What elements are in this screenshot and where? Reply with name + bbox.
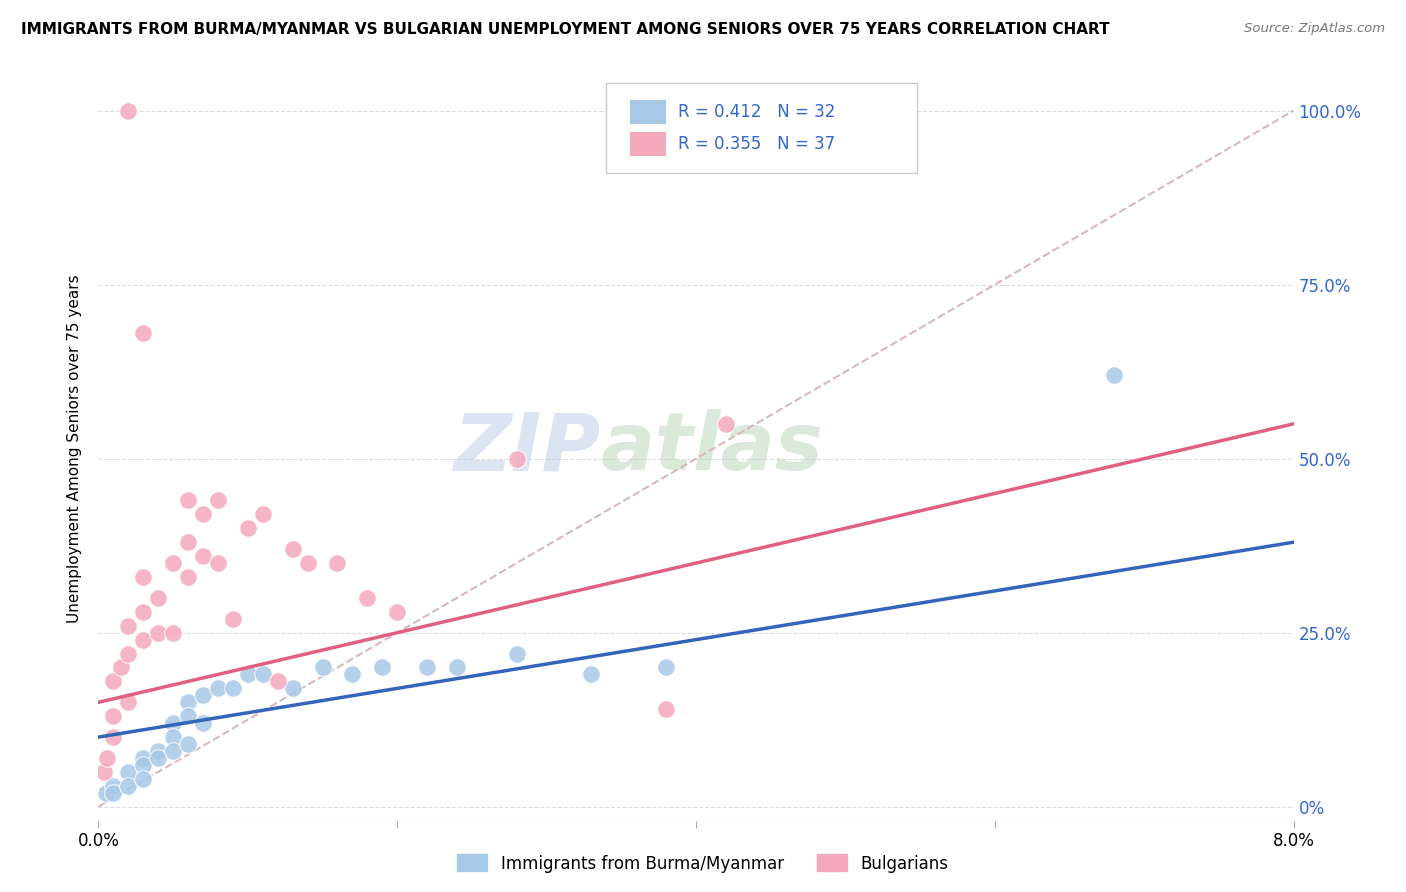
Point: [506, 647, 529, 661]
Text: R = 0.355   N = 37: R = 0.355 N = 37: [678, 136, 835, 153]
Point: [117, 618, 139, 632]
Point: [110, 660, 132, 674]
Point: [162, 744, 184, 758]
Point: [191, 716, 214, 731]
FancyBboxPatch shape: [606, 83, 917, 173]
Point: [236, 667, 259, 681]
Point: [281, 542, 304, 557]
Point: [1104, 368, 1126, 383]
Point: [385, 605, 409, 619]
Point: [581, 667, 603, 681]
Point: [177, 570, 200, 584]
Point: [148, 591, 170, 605]
Point: [103, 779, 125, 793]
Point: [236, 521, 259, 535]
Point: [207, 556, 229, 570]
Point: [714, 417, 737, 431]
Point: [117, 103, 139, 118]
Point: [191, 549, 214, 563]
Y-axis label: Unemployment Among Seniors over 75 years: Unemployment Among Seniors over 75 years: [67, 274, 83, 623]
Point: [162, 730, 184, 744]
Point: [297, 556, 319, 570]
Point: [177, 709, 200, 723]
Legend: Immigrants from Burma/Myanmar, Bulgarians: Immigrants from Burma/Myanmar, Bulgarian…: [451, 847, 955, 880]
Point: [326, 556, 349, 570]
Point: [148, 625, 170, 640]
Point: [162, 625, 184, 640]
Point: [177, 737, 200, 751]
Point: [117, 764, 139, 779]
Point: [506, 451, 529, 466]
Point: [117, 779, 139, 793]
Point: [94, 786, 117, 800]
Point: [191, 508, 214, 522]
Text: ZIP: ZIP: [453, 409, 600, 487]
Point: [117, 647, 139, 661]
Point: [267, 674, 290, 689]
Point: [103, 730, 125, 744]
Point: [177, 535, 200, 549]
Point: [93, 764, 115, 779]
Text: Source: ZipAtlas.com: Source: ZipAtlas.com: [1244, 22, 1385, 36]
Point: [311, 660, 333, 674]
Point: [356, 591, 378, 605]
Point: [132, 632, 155, 647]
Point: [132, 772, 155, 786]
Point: [162, 716, 184, 731]
FancyBboxPatch shape: [630, 132, 666, 156]
Point: [177, 695, 200, 709]
Text: R = 0.412   N = 32: R = 0.412 N = 32: [678, 103, 835, 120]
Point: [655, 702, 678, 716]
Point: [103, 674, 125, 689]
Point: [222, 612, 245, 626]
Point: [416, 660, 439, 674]
Point: [132, 570, 155, 584]
Text: IMMIGRANTS FROM BURMA/MYANMAR VS BULGARIAN UNEMPLOYMENT AMONG SENIORS OVER 75 YE: IMMIGRANTS FROM BURMA/MYANMAR VS BULGARI…: [21, 22, 1109, 37]
Point: [177, 493, 200, 508]
Point: [252, 508, 274, 522]
Point: [207, 681, 229, 696]
Point: [148, 751, 170, 765]
Point: [207, 493, 229, 508]
Point: [342, 667, 364, 681]
Point: [96, 751, 118, 765]
FancyBboxPatch shape: [630, 100, 666, 124]
Point: [117, 695, 139, 709]
Point: [281, 681, 304, 696]
Point: [222, 681, 245, 696]
Point: [132, 326, 155, 341]
Point: [132, 751, 155, 765]
Point: [103, 786, 125, 800]
Point: [148, 744, 170, 758]
Text: atlas: atlas: [600, 409, 823, 487]
Point: [252, 667, 274, 681]
Point: [371, 660, 394, 674]
Point: [132, 605, 155, 619]
Point: [103, 709, 125, 723]
Point: [191, 689, 214, 703]
Point: [132, 758, 155, 772]
Point: [162, 556, 184, 570]
Point: [446, 660, 468, 674]
Point: [655, 660, 678, 674]
